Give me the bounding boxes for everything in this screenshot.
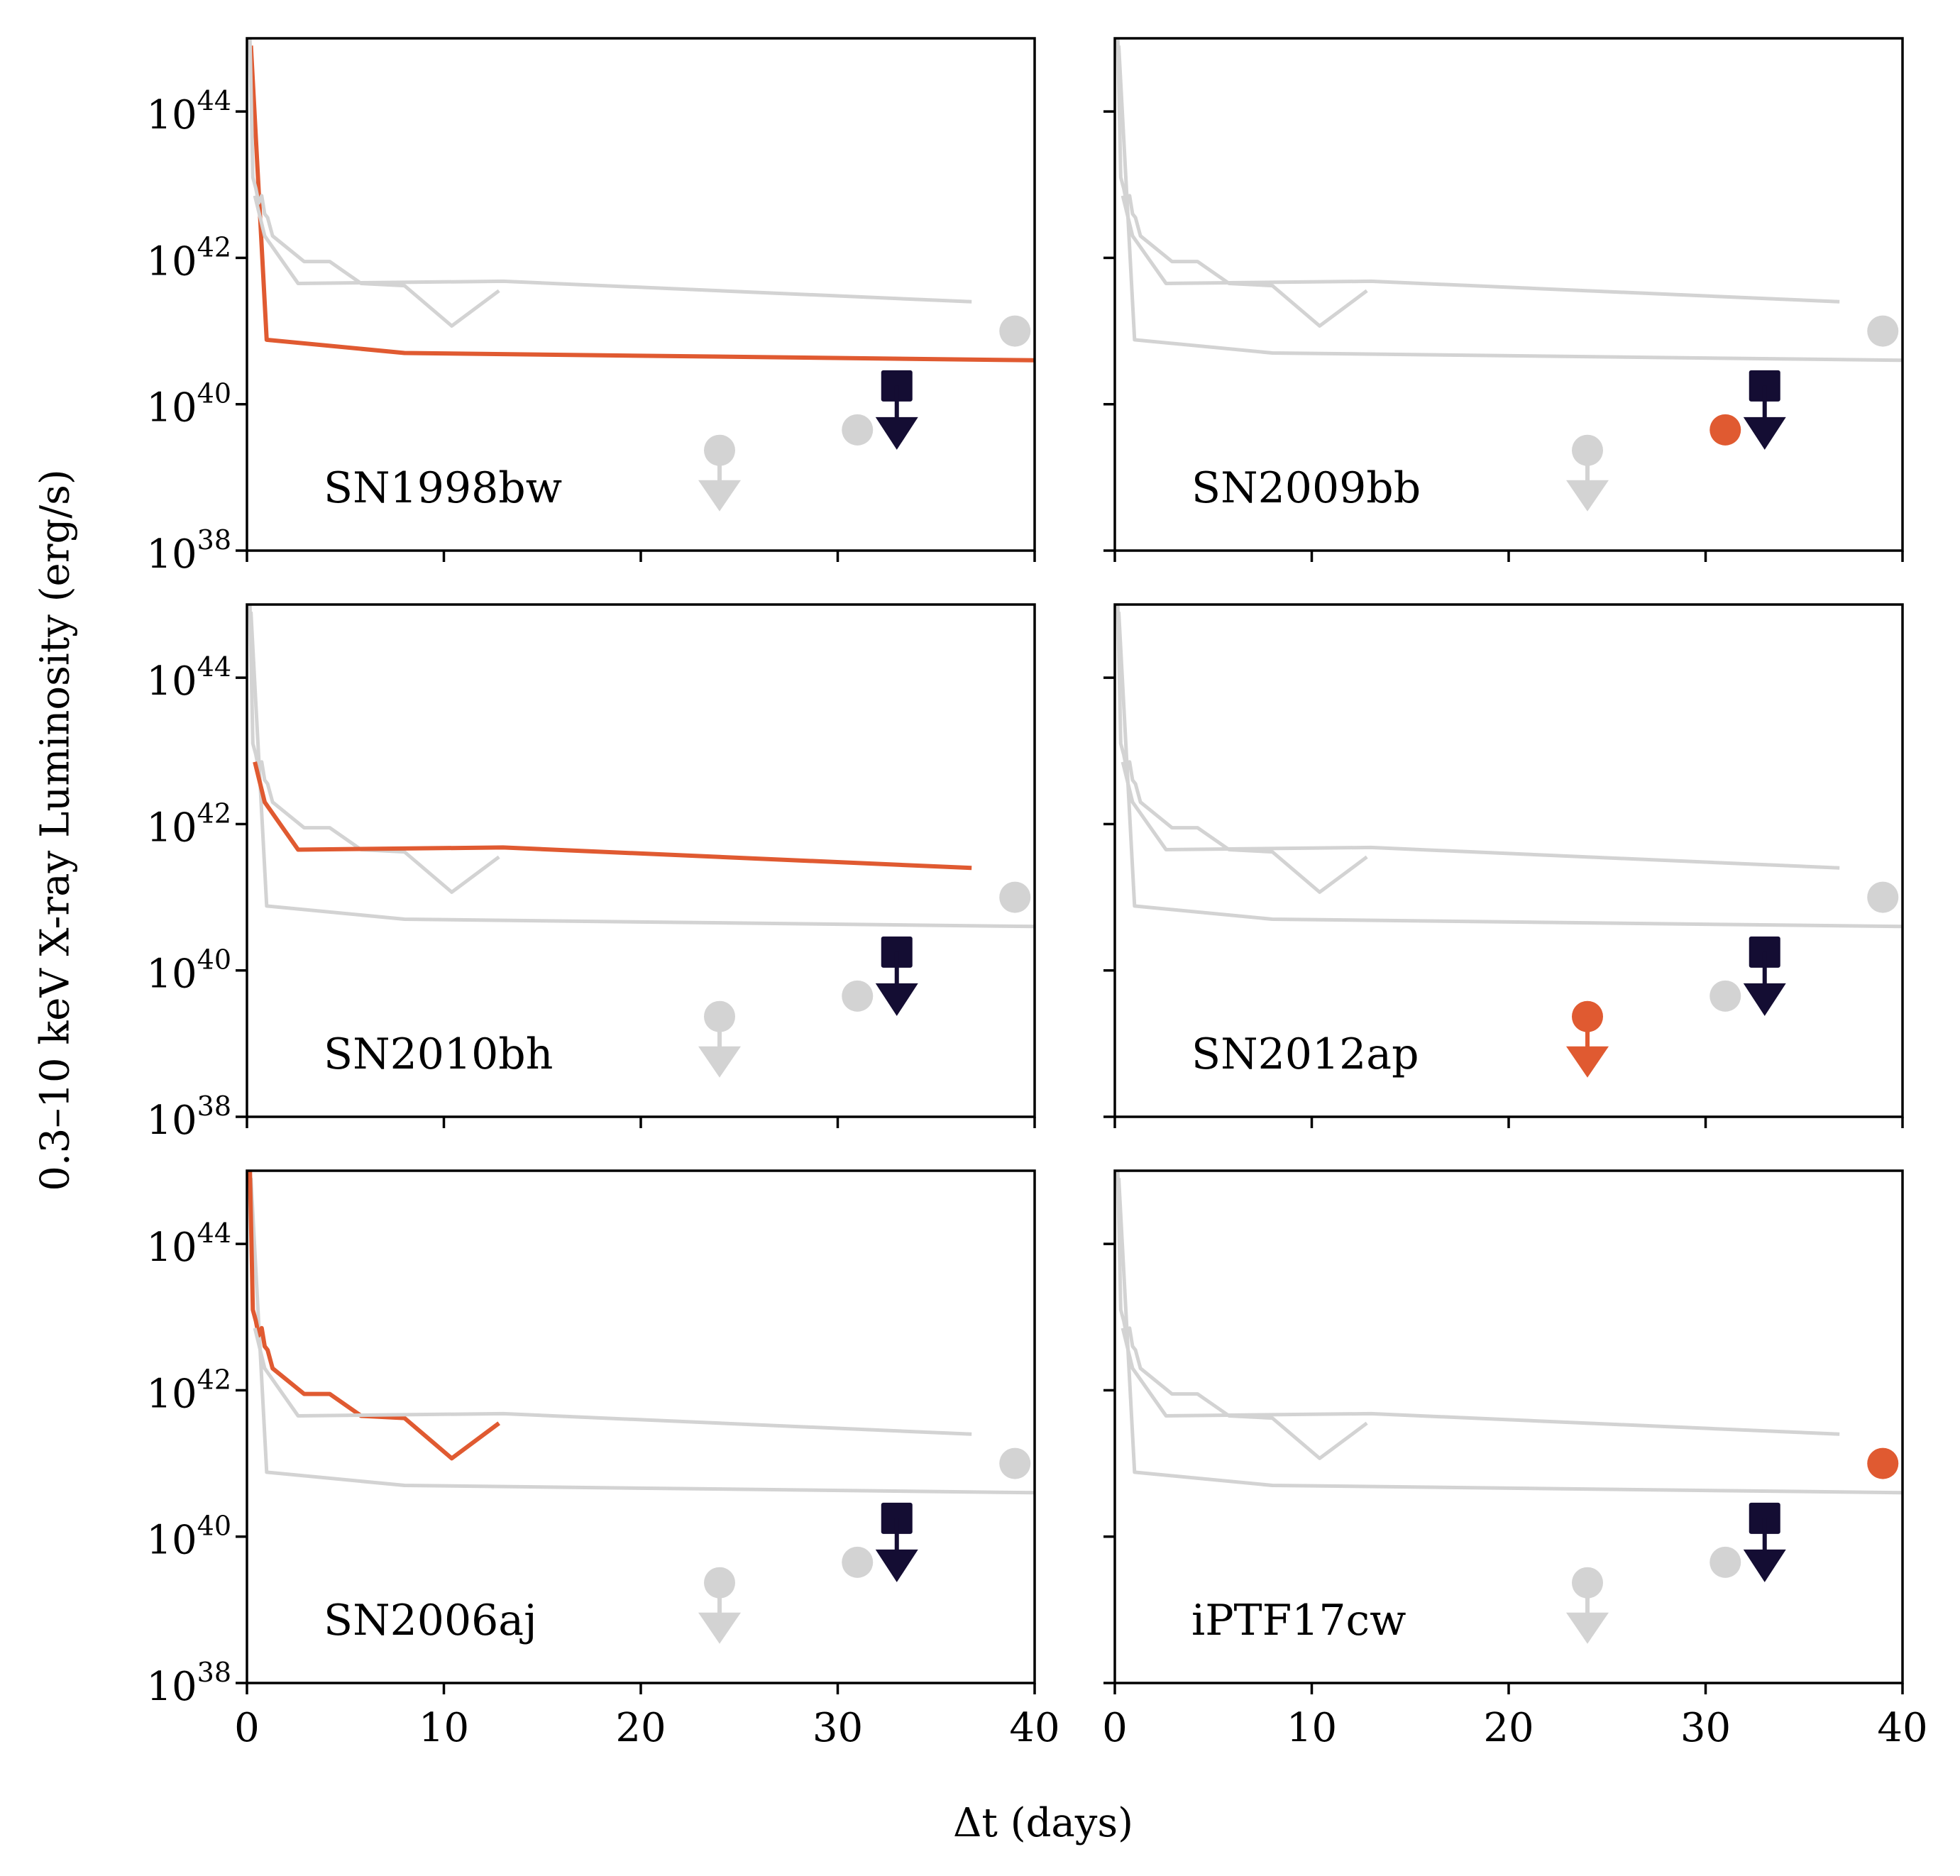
highlight-sn2012ap-arrow-head xyxy=(1566,1046,1609,1078)
bg-sn2009bb-point xyxy=(842,414,874,446)
x-tick-label: 20 xyxy=(615,1705,666,1751)
panel-SN2012ap: SN2012ap xyxy=(1103,603,1904,1128)
highlight-sn1998bw-line xyxy=(248,45,1035,363)
reference-arrow-head xyxy=(1743,1549,1786,1582)
bg-sn2012ap-arrow-head xyxy=(1566,480,1609,512)
plot-area xyxy=(1116,38,1903,512)
bg-sn2006aj-line xyxy=(248,38,500,328)
y-tick-label: 1044 xyxy=(146,85,231,138)
bg-iptf17cw-point xyxy=(999,881,1031,913)
highlight-sn2006aj-line xyxy=(248,1171,500,1461)
panel-iPTF17cw: 0 10 20 30 40 iPTF17cw xyxy=(1102,1169,1928,1751)
panel-label: SN2009bb xyxy=(1191,463,1421,513)
y-tick-label: 1044 xyxy=(146,1218,231,1271)
x-axis-label: Δt (days) xyxy=(953,1800,1133,1846)
x-tick-label: 40 xyxy=(1009,1705,1059,1751)
plot-area xyxy=(248,605,1035,1078)
y-axis-label: 0.3–10 keV X-ray Luminosity (erg/s) xyxy=(33,469,79,1191)
bg-sn2010bh-line xyxy=(253,1328,972,1436)
bg-sn2009bb-point xyxy=(1710,1546,1741,1578)
bg-sn2012ap-arrow-head xyxy=(1566,1612,1609,1644)
highlight-iptf17cw-point xyxy=(1867,1447,1899,1479)
panel-SN1998bw: 1038 1040 1042 1044 SN1998bw xyxy=(146,37,1036,578)
highlight-sn2010bh-line xyxy=(253,761,972,871)
bg-sn2010bh-line xyxy=(1121,1328,1840,1436)
x-tick-label: 0 xyxy=(234,1705,260,1751)
bg-iptf17cw-point xyxy=(999,1447,1031,1479)
bg-sn1998bw-line xyxy=(1117,612,1903,929)
reference-arrow-head xyxy=(1743,983,1786,1016)
plot-area xyxy=(248,1171,1035,1644)
y-tick-label: 1040 xyxy=(146,378,231,431)
plot-area xyxy=(1116,605,1903,1078)
panel-label: SN1998bw xyxy=(324,463,562,513)
bg-sn2009bb-point xyxy=(842,980,874,1012)
bg-sn2010bh-line xyxy=(253,195,972,304)
x-tick-label: 10 xyxy=(419,1705,469,1751)
y-tick-label: 1038 xyxy=(146,524,231,578)
x-tick-label: 30 xyxy=(813,1705,863,1751)
y-tick-label: 1044 xyxy=(146,651,231,705)
y-tick-label: 1038 xyxy=(146,1657,231,1710)
bg-sn2009bb-point xyxy=(842,1546,874,1578)
y-tick-label: 1042 xyxy=(146,231,231,285)
bg-iptf17cw-point xyxy=(1867,315,1899,347)
y-tick-label: 1042 xyxy=(146,1364,231,1417)
panel-label: SN2010bh xyxy=(324,1030,553,1079)
bg-sn2006aj-line xyxy=(1116,1171,1368,1460)
panel-label: SN2006aj xyxy=(324,1596,537,1645)
y-tick-label: 1040 xyxy=(146,1511,231,1564)
reference-arrow-head xyxy=(875,416,918,450)
bg-sn2009bb-point xyxy=(1710,980,1741,1012)
y-tick-label: 1042 xyxy=(146,798,231,851)
bg-sn2012ap-arrow-head xyxy=(698,480,741,512)
bg-sn2006aj-line xyxy=(248,605,500,894)
bg-sn2006aj-line xyxy=(1116,605,1368,894)
plot-area xyxy=(1116,1171,1903,1644)
bg-sn2006aj-line xyxy=(1116,38,1368,328)
bg-sn2012ap-arrow-head xyxy=(698,1612,741,1644)
panel-SN2009bb: SN2009bb xyxy=(1103,37,1904,562)
bg-iptf17cw-point xyxy=(999,315,1031,347)
bg-sn2010bh-line xyxy=(1121,761,1840,870)
bg-sn2010bh-line xyxy=(1121,195,1840,304)
panel-SN2006aj: 1038 1040 1042 1044 0 10 20 30 40 SN2006aj xyxy=(146,1169,1060,1751)
x-tick-label: 10 xyxy=(1287,1705,1337,1751)
bg-sn1998bw-line xyxy=(249,612,1035,929)
bg-sn1998bw-line xyxy=(1117,45,1903,363)
x-tick-label: 0 xyxy=(1102,1705,1128,1751)
reference-arrow-head xyxy=(875,983,918,1016)
reference-arrow-head xyxy=(1743,416,1786,450)
bg-sn2012ap-arrow-head xyxy=(698,1046,741,1078)
y-tick-label: 1038 xyxy=(146,1091,231,1144)
y-tick-label: 1040 xyxy=(146,944,231,998)
reference-arrow-head xyxy=(875,1549,918,1582)
bg-sn1998bw-line xyxy=(1117,1178,1903,1495)
panel-label: SN2012ap xyxy=(1191,1030,1419,1079)
panel-label: iPTF17cw xyxy=(1191,1596,1406,1645)
x-tick-label: 30 xyxy=(1680,1705,1731,1751)
x-tick-label: 40 xyxy=(1877,1705,1927,1751)
plot-area xyxy=(248,38,1035,512)
bg-iptf17cw-point xyxy=(1867,881,1899,913)
x-tick-label: 20 xyxy=(1483,1705,1534,1751)
panel-SN2010bh: 1038 1040 1042 1044 SN2010bh xyxy=(146,603,1036,1144)
highlight-sn2009bb-point xyxy=(1710,414,1741,446)
